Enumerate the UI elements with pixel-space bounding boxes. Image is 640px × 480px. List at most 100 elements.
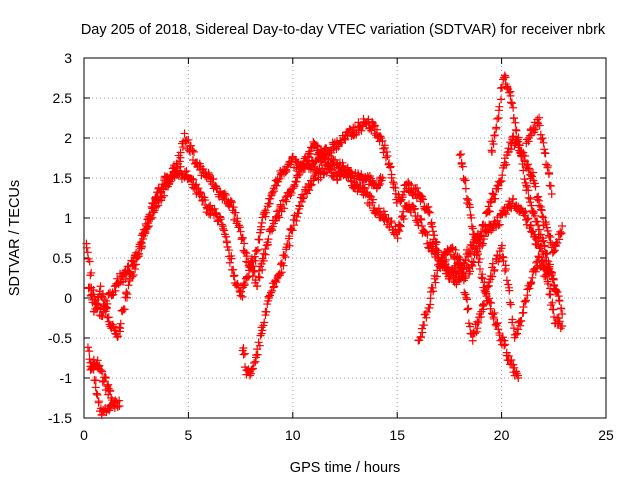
data-point — [506, 300, 515, 309]
data-point — [542, 223, 551, 232]
data-point — [92, 389, 101, 398]
data-point — [510, 363, 519, 372]
data-point — [414, 221, 423, 230]
data-point — [509, 103, 518, 112]
data-point — [240, 239, 249, 248]
data-point — [144, 222, 153, 231]
data-point — [294, 209, 303, 218]
data-point — [491, 320, 500, 329]
data-point — [166, 177, 175, 186]
data-point — [489, 190, 498, 199]
data-point — [442, 255, 451, 264]
series-track-g — [455, 150, 523, 382]
data-point — [374, 181, 383, 190]
data-point — [558, 310, 567, 318]
data-point — [421, 228, 430, 237]
data-point — [292, 212, 301, 221]
data-point — [529, 227, 538, 236]
data-point — [242, 257, 251, 266]
data-point — [270, 282, 279, 291]
data-point — [227, 254, 236, 263]
series-track-e — [238, 155, 387, 380]
data-point — [547, 269, 556, 278]
data-point — [120, 305, 129, 314]
data-point — [526, 221, 535, 230]
data-point — [555, 297, 564, 306]
data-point — [247, 365, 256, 374]
data-point — [524, 186, 533, 195]
data-point — [85, 257, 94, 266]
data-point — [413, 183, 422, 192]
data-point — [268, 188, 277, 197]
data-point — [109, 322, 118, 331]
data-point — [188, 146, 197, 155]
data-point — [498, 333, 507, 342]
data-point — [171, 167, 180, 176]
data-point — [101, 304, 110, 313]
data-point — [461, 176, 470, 185]
data-point — [211, 209, 220, 218]
data-point — [522, 135, 531, 144]
data-point — [432, 238, 441, 247]
data-point — [495, 178, 504, 187]
data-point — [115, 323, 124, 332]
data-point — [493, 114, 502, 123]
data-point — [513, 329, 522, 338]
y-tick-label: -1 — [60, 370, 73, 386]
data-point — [417, 221, 426, 230]
data-point — [505, 286, 514, 295]
data-point — [498, 241, 507, 250]
data-point — [418, 328, 427, 337]
data-point — [122, 288, 131, 297]
data-point — [254, 338, 263, 347]
data-point — [251, 256, 260, 265]
series-track-d — [86, 355, 116, 402]
data-point — [482, 289, 491, 298]
data-point — [378, 174, 387, 182]
data-point — [226, 196, 235, 205]
data-point — [297, 197, 306, 206]
data-point — [82, 243, 91, 252]
data-point — [519, 166, 528, 175]
y-axis-label: SDTVAR / TECUs — [7, 180, 23, 296]
data-point — [85, 347, 94, 356]
data-point — [457, 261, 466, 270]
data-point — [114, 280, 123, 289]
data-point — [520, 152, 529, 161]
data-point — [256, 331, 265, 340]
data-point — [245, 371, 254, 380]
data-point — [433, 246, 442, 255]
data-point — [302, 160, 311, 169]
data-point — [312, 141, 321, 150]
data-point — [194, 184, 203, 193]
grid-lines — [84, 58, 606, 418]
data-point — [96, 282, 105, 291]
data-point — [475, 264, 484, 273]
data-point — [250, 359, 259, 368]
data-point — [474, 258, 483, 267]
data-point — [544, 279, 553, 288]
data-point — [455, 151, 464, 160]
data-point — [123, 290, 132, 299]
data-point — [543, 226, 552, 235]
data-point — [343, 163, 352, 172]
data-point — [230, 271, 239, 280]
data-point — [516, 148, 525, 157]
data-point — [514, 374, 523, 382]
data-point — [549, 305, 558, 314]
data-point — [305, 186, 314, 195]
data-point — [524, 164, 533, 173]
data-point — [189, 147, 198, 156]
data-point — [539, 213, 548, 222]
x-tick-label: 10 — [285, 427, 301, 443]
data-point — [493, 319, 502, 328]
data-point — [457, 158, 466, 167]
data-point — [462, 293, 471, 302]
data-point — [237, 287, 246, 296]
data-point — [189, 175, 198, 184]
data-point — [252, 247, 261, 256]
data-point — [535, 201, 544, 210]
data-point — [240, 280, 249, 289]
data-point — [383, 152, 392, 161]
plot-frame — [83, 57, 607, 419]
